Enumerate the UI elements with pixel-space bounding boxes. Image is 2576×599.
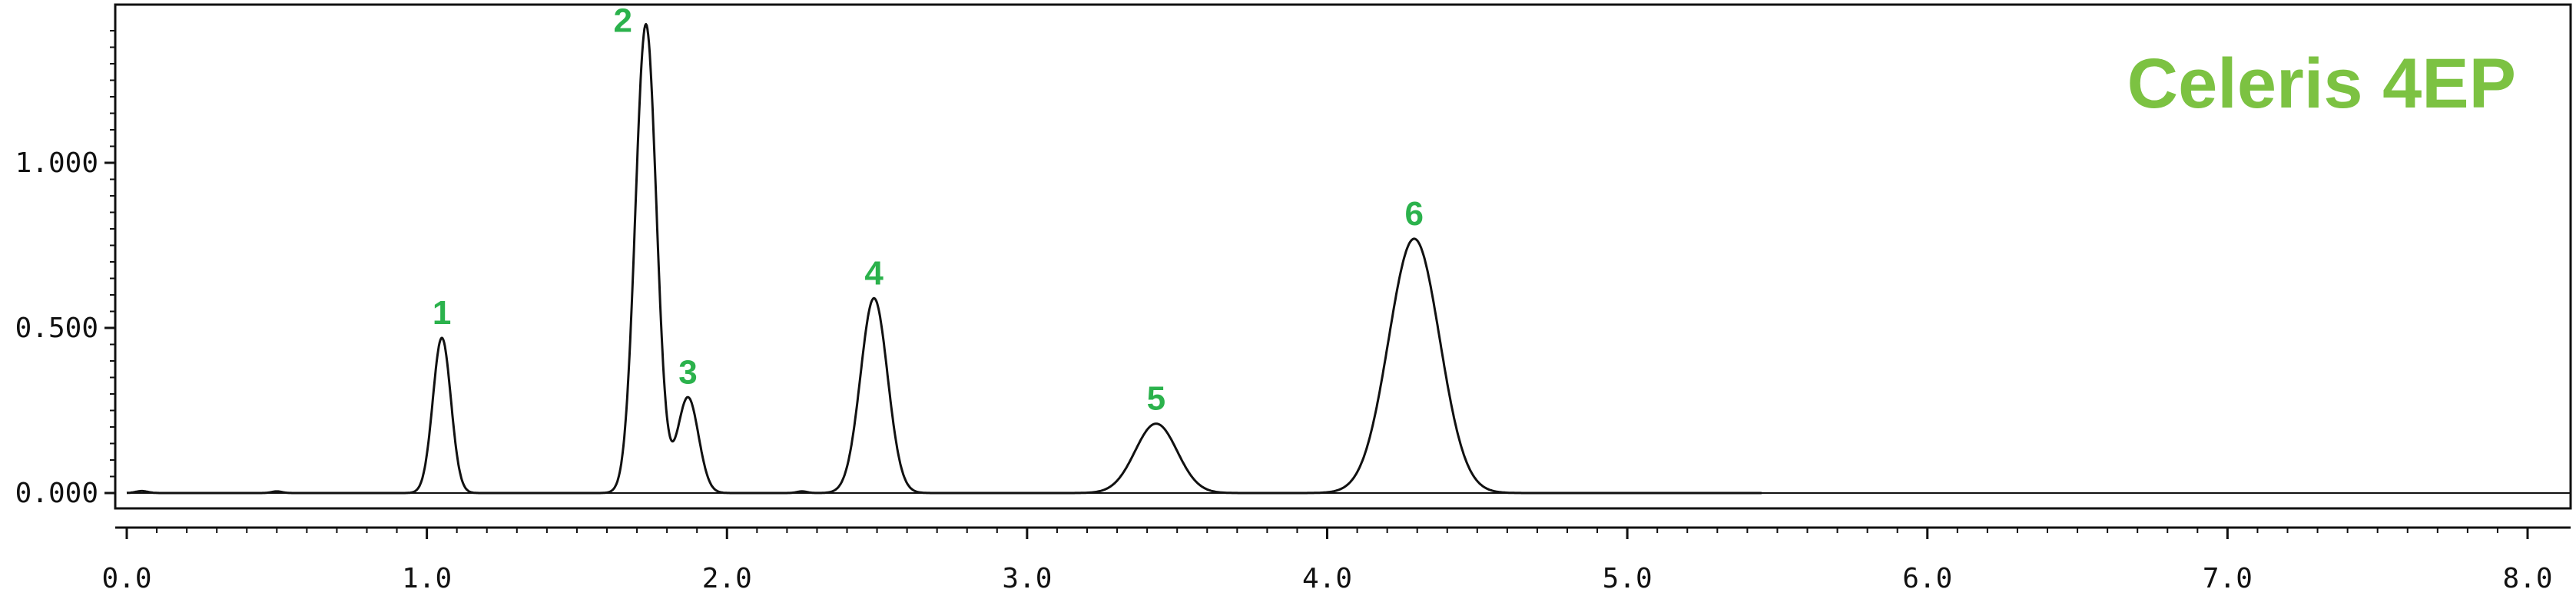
peak-label: 5 bbox=[1147, 380, 1165, 418]
peak-label: 6 bbox=[1405, 195, 1424, 233]
x-tick-label: 2.0 bbox=[702, 563, 752, 594]
peak-label: 4 bbox=[864, 254, 884, 292]
peak-label: 2 bbox=[614, 2, 632, 39]
peak-label: 1 bbox=[433, 294, 451, 332]
x-tick-label: 4.0 bbox=[1302, 563, 1352, 594]
x-tick-label: 1.0 bbox=[402, 563, 452, 594]
plot-frame bbox=[114, 3, 2572, 510]
x-tick-label: 6.0 bbox=[1902, 563, 1952, 594]
x-axis: 0.0 1.0 2.0 3.0 4.0 5.0 6.0 7.0 8.0 bbox=[101, 528, 2553, 594]
x-tick-label: 3.0 bbox=[1002, 563, 1052, 594]
peak-label: 3 bbox=[678, 353, 697, 391]
x-tick-label: 0.0 bbox=[101, 563, 151, 594]
peak-labels: 1 2 3 4 5 6 bbox=[433, 2, 1424, 417]
y-tick-label: 0.000 bbox=[15, 478, 98, 509]
y-tick-label: 1.000 bbox=[15, 147, 98, 179]
chromatogram-trace bbox=[126, 22, 1762, 495]
y-tick-label: 0.500 bbox=[15, 313, 98, 344]
x-tick-label: 8.0 bbox=[2502, 563, 2552, 594]
x-tick-label: 5.0 bbox=[1603, 563, 1653, 594]
chart-annotation: Celeris 4EP bbox=[2127, 45, 2516, 123]
y-axis: 0.000 0.500 1.000 bbox=[15, 30, 115, 509]
x-tick-label: 7.0 bbox=[2203, 563, 2253, 594]
